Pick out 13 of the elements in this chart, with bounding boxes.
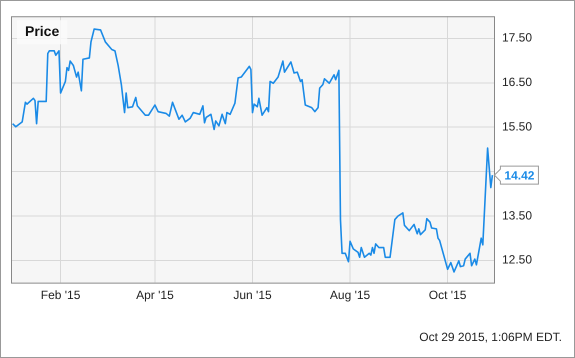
x-tick-label: Apr '15	[136, 288, 174, 302]
x-tick-label: Jun '15	[233, 288, 272, 302]
y-tick-label: 17.50	[502, 30, 532, 45]
y-tick-label: 13.50	[502, 208, 532, 222]
x-tick-label: Aug '15	[330, 288, 371, 302]
y-tick-label: 16.50	[502, 75, 532, 90]
x-tick-label: Oct '15	[428, 288, 467, 302]
text: Price	[25, 23, 60, 40]
text: Oct 29 2015, 1:06PM EDT.	[419, 330, 562, 344]
y-tick-label: 12.50	[502, 252, 532, 267]
y-tick-label: 15.50	[502, 120, 532, 134]
data-label: 14.42	[504, 168, 535, 182]
x-tick-label: Feb '15	[40, 288, 81, 302]
